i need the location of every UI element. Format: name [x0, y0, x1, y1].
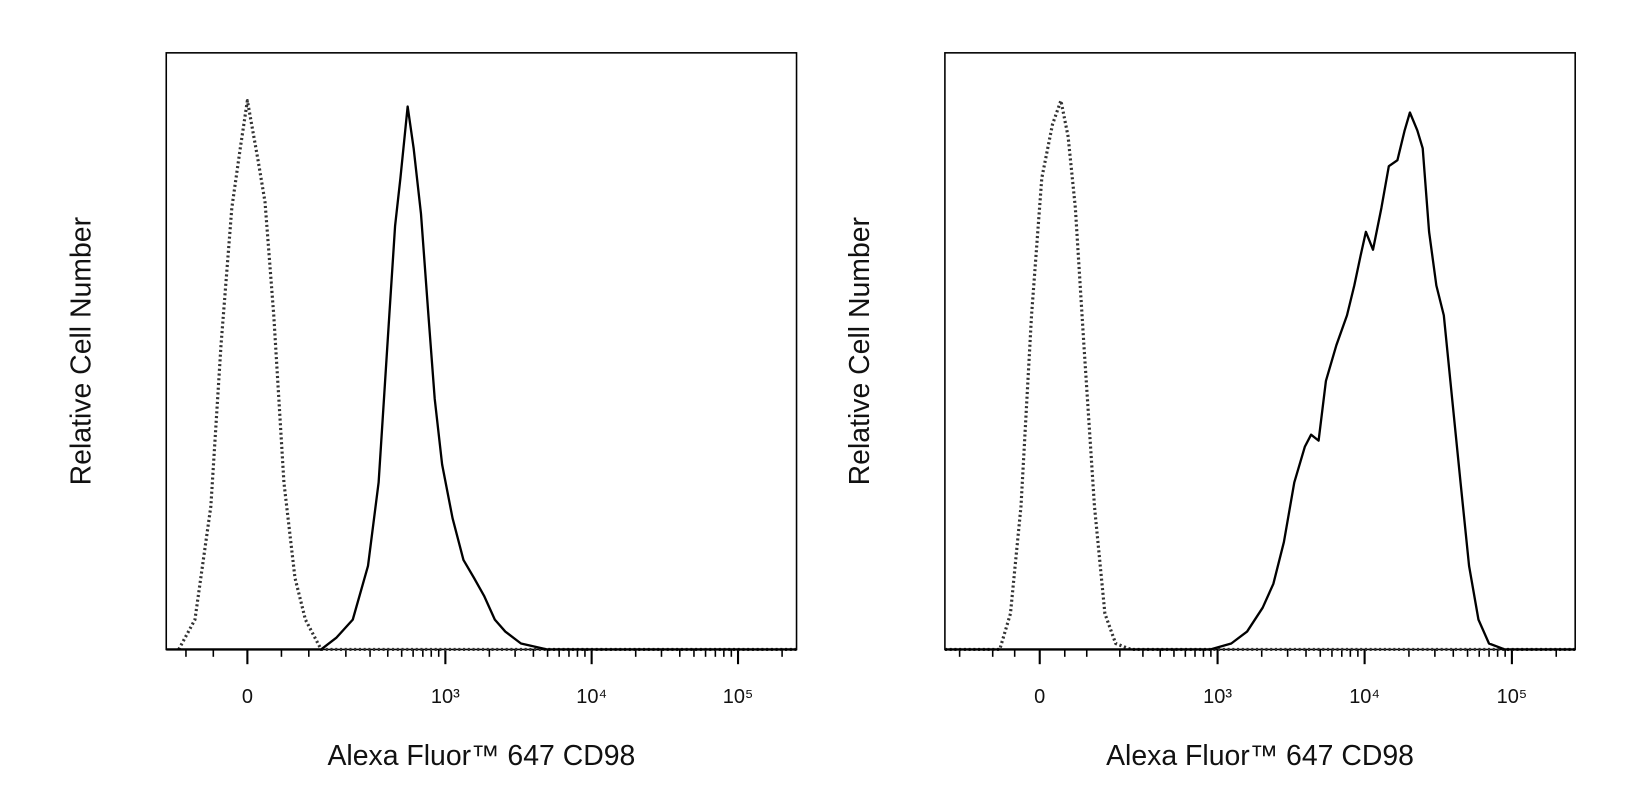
histogram-curve	[177, 98, 797, 652]
x-tick-label: 10⁵	[1497, 686, 1528, 708]
x-tick-label: 10⁴	[576, 686, 607, 708]
x-tick-label: 0	[242, 686, 253, 708]
x-tick-label: 10³	[1203, 686, 1232, 708]
plot-frame	[944, 52, 1576, 651]
histogram-curve	[944, 111, 1576, 651]
x-tick-label: 10⁵	[723, 686, 754, 708]
y-axis-title: Relative Cell Number	[65, 217, 97, 485]
histogram-curve	[944, 98, 1576, 652]
x-tick-label: 10⁴	[1349, 686, 1380, 708]
plot-frame	[165, 52, 798, 651]
x-axis-title: Alexa Fluor™ 647 CD98	[1106, 740, 1414, 772]
x-tick-label: 10³	[431, 686, 460, 708]
x-axis-title: Alexa Fluor™ 647 CD98	[327, 740, 635, 772]
y-axis-title: Relative Cell Number	[844, 217, 876, 485]
x-tick-label: 0	[1034, 686, 1045, 708]
histogram-curve	[166, 105, 797, 651]
